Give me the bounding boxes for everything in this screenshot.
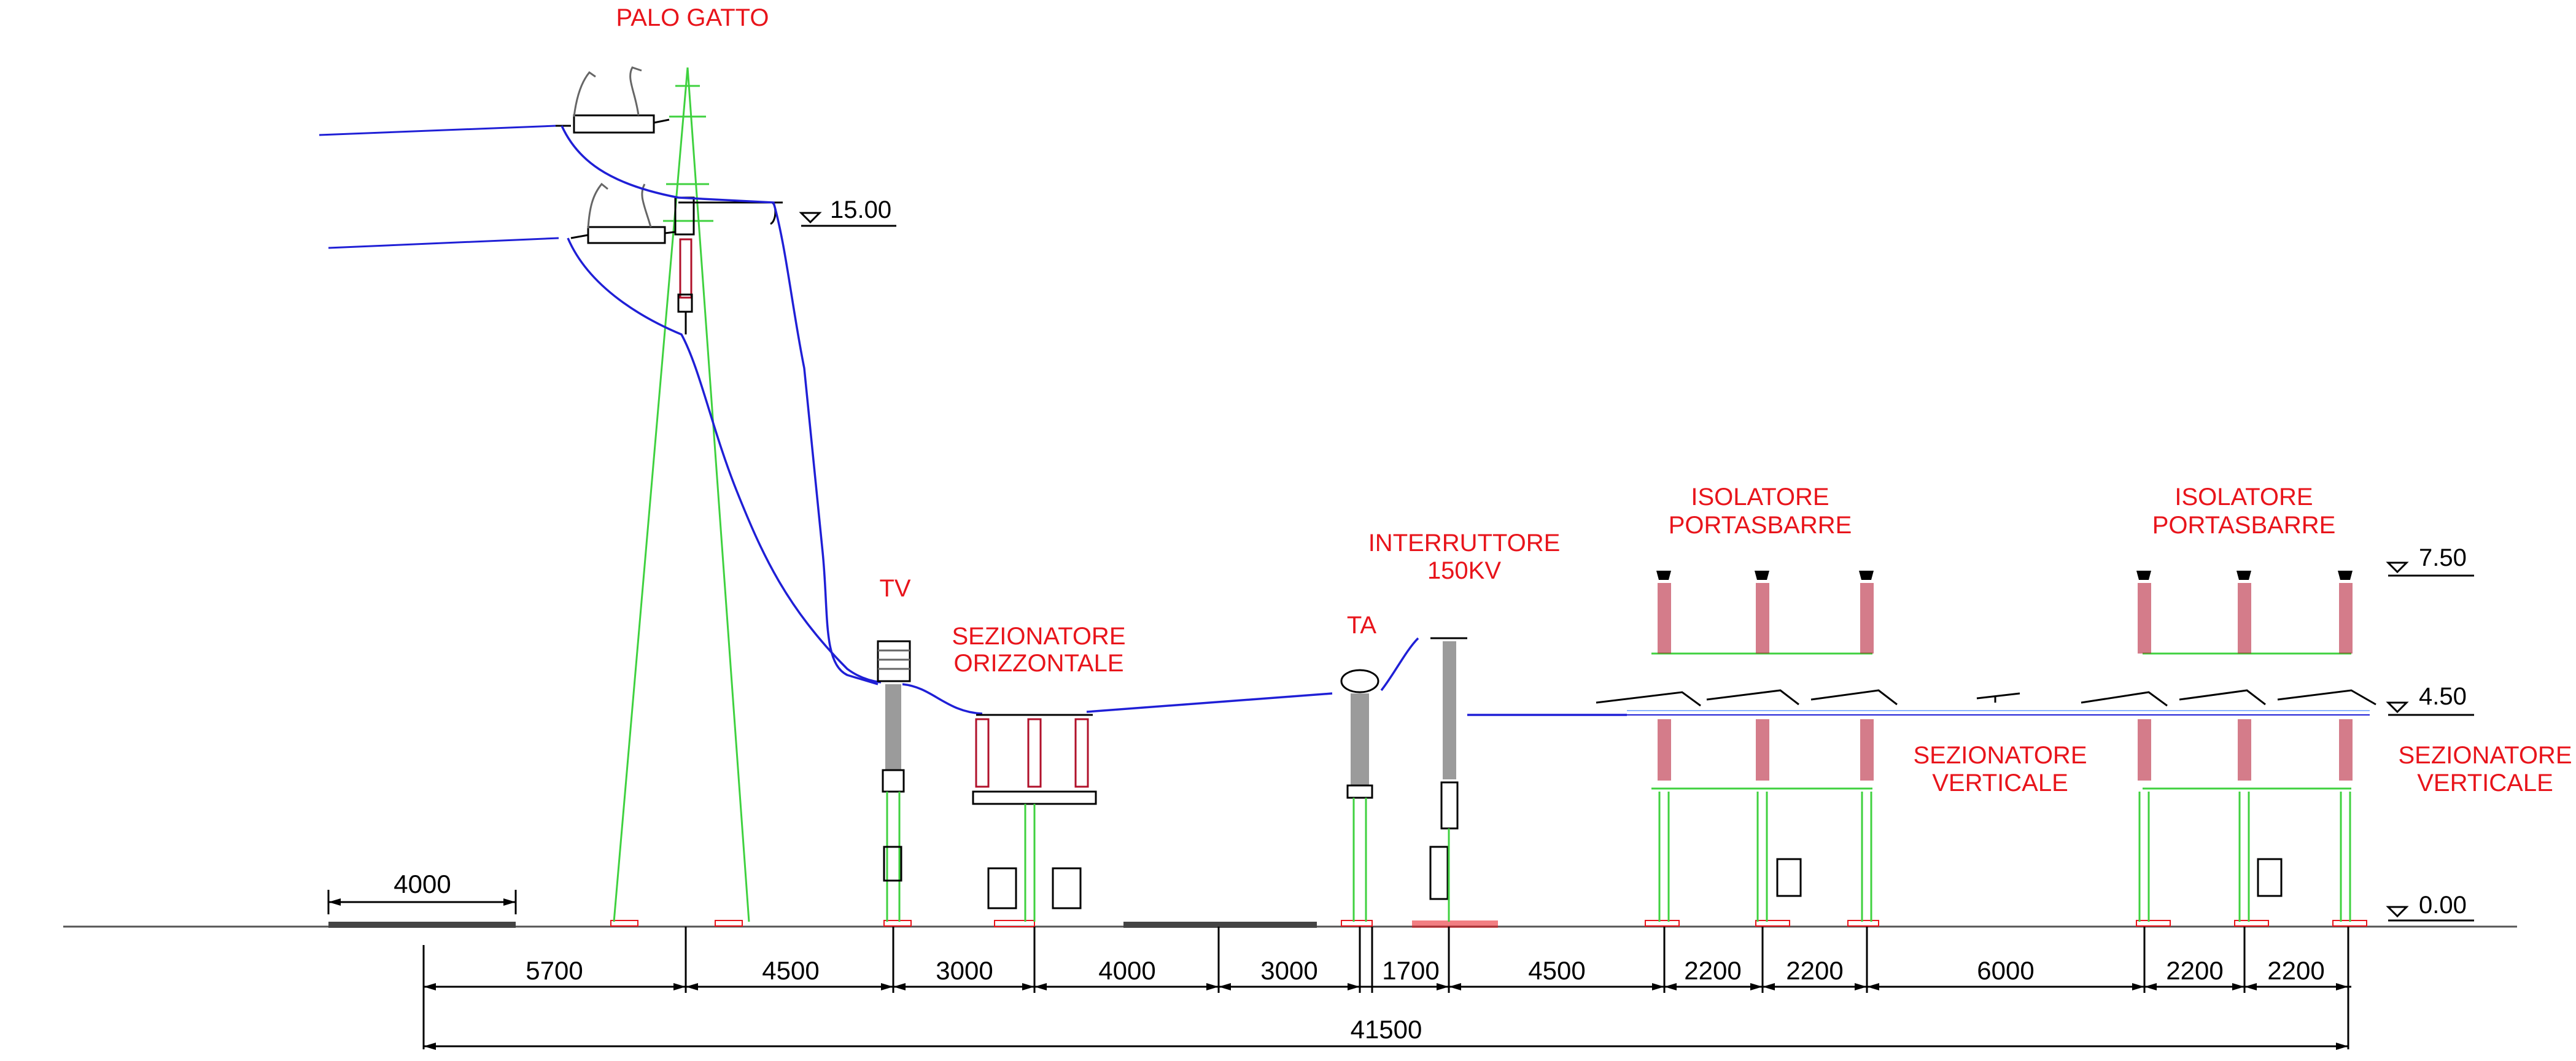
label-palo-gatto: PALO GATTO: [616, 4, 769, 31]
horizontal-disconnector: [972, 714, 1097, 922]
label-sez-verticale-b-1: SEZIONATORE: [2398, 742, 2572, 769]
label-isolatore-b-1: ISOLATORE: [2174, 484, 2313, 511]
lattice-tower: [613, 67, 750, 922]
dimension-6000: 6000: [1977, 956, 2034, 985]
label-isolatore-a-1: ISOLATORE: [1691, 484, 1829, 511]
dimension-top-4000: 4000: [327, 870, 517, 914]
dimension-chain: 5700 4500 3000 4000 3000 1700 4500 2200 …: [422, 927, 2351, 1050]
dimension-1700: 1700: [1382, 956, 1439, 985]
level-markers: 15.00 7.50 4.50 0.00: [799, 196, 2474, 922]
dimension-4500-b: 4500: [1528, 956, 1585, 985]
label-isolatore-b-2: PORTASBARRE: [2152, 512, 2336, 539]
dimension-5700: 5700: [526, 956, 583, 985]
label-sezionatore-orizzontale-1: SEZIONATORE: [952, 623, 1125, 650]
level-marker-4-50: 4.50: [2386, 683, 2474, 716]
level-marker-15: 15.00: [799, 196, 896, 227]
busbar-group-a: [1596, 571, 1898, 922]
label-sez-verticale-a-1: SEZIONATORE: [1913, 742, 2087, 769]
dimension-3000-a: 3000: [936, 956, 993, 985]
component-labels: PALO GATTO TV SEZIONATORE ORIZZONTALE TA…: [616, 4, 2572, 797]
label-tv: TV: [879, 575, 910, 602]
label-isolatore-a-2: PORTASBARRE: [1669, 512, 1852, 539]
label-ta: TA: [1347, 612, 1376, 639]
level-marker-0-00: 0.00: [2386, 892, 2474, 922]
busbar-group-b: [1976, 571, 2376, 922]
dimension-4500-a: 4500: [762, 956, 819, 985]
dimension-2200-a: 2200: [1684, 956, 1741, 985]
level-4-50-text: 4.50: [2419, 683, 2467, 710]
dimension-ticks: [424, 983, 2348, 990]
dimension-2200-d: 2200: [2267, 956, 2324, 985]
dimension-2200-b: 2200: [1786, 956, 1843, 985]
dimension-4000: 4000: [1098, 956, 1155, 985]
label-sezionatore-orizzontale-2: ORIZZONTALE: [953, 650, 1123, 677]
level-marker-7-50: 7.50: [2386, 544, 2474, 577]
dimension-2200-c: 2200: [2166, 956, 2223, 985]
ta-current-transformer: [1340, 669, 1379, 922]
ground-foundations: [328, 920, 2367, 928]
level-15-text: 15.00: [830, 196, 891, 223]
level-0-00-text: 0.00: [2419, 892, 2467, 919]
label-sez-verticale-a-2: VERTICALE: [1932, 770, 2068, 797]
level-7-50-text: 7.50: [2419, 544, 2467, 571]
label-interruttore-1: INTERRUTTORE: [1368, 530, 1561, 557]
label-sez-verticale-b-2: VERTICALE: [2417, 770, 2553, 797]
circuit-breaker: [1429, 637, 1467, 922]
dimension-top-4000-text: 4000: [394, 870, 451, 898]
dimension-3000-b: 3000: [1260, 956, 1317, 985]
tv-voltage-transformer: [877, 640, 911, 922]
conductors: [561, 125, 2370, 716]
label-interruttore-2: 150KV: [1427, 557, 1501, 584]
dimension-total-41500: 41500: [1351, 1015, 1422, 1044]
tower-insulator-strings: [319, 66, 783, 334]
